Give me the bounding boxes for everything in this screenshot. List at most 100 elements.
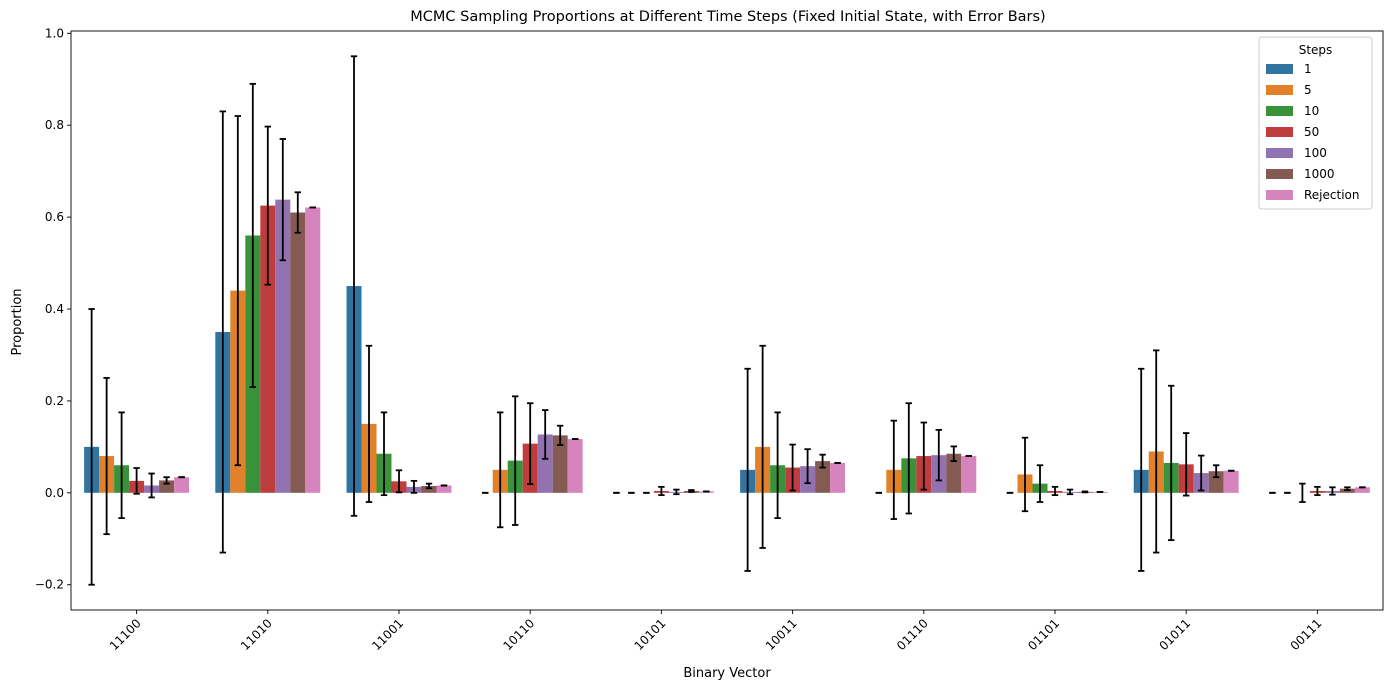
error-bar-01101-series-10 xyxy=(1036,464,1044,503)
x-tick-label-10011: 10011 xyxy=(763,616,800,653)
bar-11010-series-50 xyxy=(260,205,276,493)
legend-item-10: 10 xyxy=(1266,104,1319,118)
error-bar-11010-series-50 xyxy=(264,125,271,286)
legend-label: 1000 xyxy=(1304,167,1335,181)
x-tick-label-01011: 01011 xyxy=(1156,616,1193,653)
legend-label: 5 xyxy=(1304,83,1312,97)
error-bar-10011-series-100 xyxy=(804,448,811,485)
legend-item-1: 1 xyxy=(1266,62,1312,76)
chart-title: MCMC Sampling Proportions at Different T… xyxy=(410,9,1045,25)
legend-item-Rejection: Rejection xyxy=(1266,188,1359,202)
error-bar-01011-series-100 xyxy=(1197,454,1205,492)
error-bar-11010-series-5 xyxy=(234,115,242,467)
error-bar-10011-series-1 xyxy=(744,367,751,572)
error-bar-10101-series-1000 xyxy=(688,489,695,493)
x-tick-label-11100: 11100 xyxy=(107,616,144,653)
legend-label: 10 xyxy=(1304,104,1319,118)
error-bar-11001-series-50 xyxy=(395,469,403,494)
error-bar-01101-series-5 xyxy=(1021,436,1029,513)
error-bar-11100-series-50 xyxy=(133,467,140,495)
bar-01011-series-1000 xyxy=(1208,471,1224,493)
y-axis-label: Proportion xyxy=(10,288,25,355)
legend-item-50: 50 xyxy=(1266,125,1319,139)
legend-item-1000: 1000 xyxy=(1266,167,1335,181)
error-bar-00111-series-1000 xyxy=(1344,486,1351,491)
error-bar-11010-series-10 xyxy=(249,82,257,389)
bar-10110-series-1000 xyxy=(552,435,568,493)
error-bar-11001-series-5 xyxy=(365,344,373,503)
x-tick-label-10101: 10101 xyxy=(632,616,669,653)
error-bar-10011-series-1000 xyxy=(819,453,826,469)
bar-11001-series-1000 xyxy=(421,485,437,493)
bar-11100-series-1000 xyxy=(159,480,175,493)
error-bar-10011-series-10 xyxy=(774,411,781,519)
bar-10011-series-1000 xyxy=(815,461,831,493)
error-bar-10011-series-50 xyxy=(789,443,796,492)
legend-swatch xyxy=(1266,169,1293,179)
legend-swatch xyxy=(1266,148,1293,158)
bar-00111-series-Rejection xyxy=(1354,487,1370,493)
error-bar-10101-series-50 xyxy=(658,485,665,497)
error-bar-11010-series-100 xyxy=(279,138,286,262)
error-bar-11001-series-100 xyxy=(410,479,418,494)
bar-10011-series-Rejection xyxy=(830,462,846,493)
error-bar-01011-series-10 xyxy=(1168,384,1175,542)
error-bar-01101-series-100 xyxy=(1066,488,1074,496)
error-bar-10110-series-5 xyxy=(497,411,504,529)
bar-01110-series-Rejection xyxy=(961,456,977,493)
y-tick-label: 0.2 xyxy=(45,394,64,408)
bar-11010-series-1000 xyxy=(290,212,306,493)
error-bar-11100-series-5 xyxy=(103,377,110,536)
error-bar-00111-series-50 xyxy=(1314,485,1321,497)
error-bar-01011-series-50 xyxy=(1183,432,1190,497)
legend-title: Steps xyxy=(1299,43,1333,57)
bar-10110-series-100 xyxy=(537,434,553,493)
legend-label: 50 xyxy=(1304,125,1319,139)
x-axis-label: Binary Vector xyxy=(683,666,771,681)
bar-11010-series-100 xyxy=(275,199,291,493)
y-tick-label: 1.0 xyxy=(45,26,64,40)
error-bar-01110-series-5 xyxy=(890,419,898,520)
legend-swatch xyxy=(1266,106,1293,116)
legend-label: 100 xyxy=(1304,146,1327,160)
error-bar-11001-series-1000 xyxy=(425,482,433,490)
legend-label: Rejection xyxy=(1304,188,1359,202)
x-tick-label-01110: 01110 xyxy=(894,616,931,653)
bar-11100-series-Rejection xyxy=(174,477,190,493)
error-bar-01101-series-50 xyxy=(1051,485,1059,497)
error-bar-11100-series-10 xyxy=(118,411,125,519)
legend-swatch xyxy=(1266,64,1293,74)
error-bar-11100-series-1 xyxy=(88,308,95,586)
x-tick-label-01101: 01101 xyxy=(1025,616,1062,653)
error-bar-11100-series-1000 xyxy=(163,476,170,485)
legend-swatch xyxy=(1266,127,1293,137)
error-bar-10110-series-1000 xyxy=(556,424,564,446)
error-bar-11010-series-1 xyxy=(219,110,227,554)
error-bar-01101-series-1000 xyxy=(1081,490,1089,494)
y-tick-label: 0.8 xyxy=(45,118,64,132)
error-bar-01011-series-5 xyxy=(1153,349,1160,554)
y-tick-label: 0.6 xyxy=(45,210,64,224)
bar-01011-series-Rejection xyxy=(1223,470,1239,493)
legend-label: 1 xyxy=(1304,62,1312,76)
error-bar-10110-series-50 xyxy=(527,402,534,485)
x-tick-label-00111: 00111 xyxy=(1288,616,1325,653)
legend-swatch xyxy=(1266,85,1293,95)
bar-10110-series-Rejection xyxy=(567,439,583,493)
error-bar-01011-series-1 xyxy=(1138,367,1145,572)
x-tick-label-10110: 10110 xyxy=(500,616,537,653)
axes-frame xyxy=(70,30,1384,611)
error-bar-01110-series-100 xyxy=(935,428,942,482)
error-bar-10011-series-5 xyxy=(759,344,766,549)
legend-item-100: 100 xyxy=(1266,146,1327,160)
error-bar-01011-series-1000 xyxy=(1212,464,1220,479)
legend-item-5: 5 xyxy=(1266,83,1312,97)
error-bar-01110-series-50 xyxy=(920,421,927,491)
bar-01110-series-1000 xyxy=(946,453,962,493)
error-bar-10101-series-100 xyxy=(673,488,680,496)
error-bar-11001-series-1 xyxy=(350,55,358,517)
x-tick-label-11010: 11010 xyxy=(238,616,275,653)
error-bar-10110-series-10 xyxy=(512,395,519,526)
